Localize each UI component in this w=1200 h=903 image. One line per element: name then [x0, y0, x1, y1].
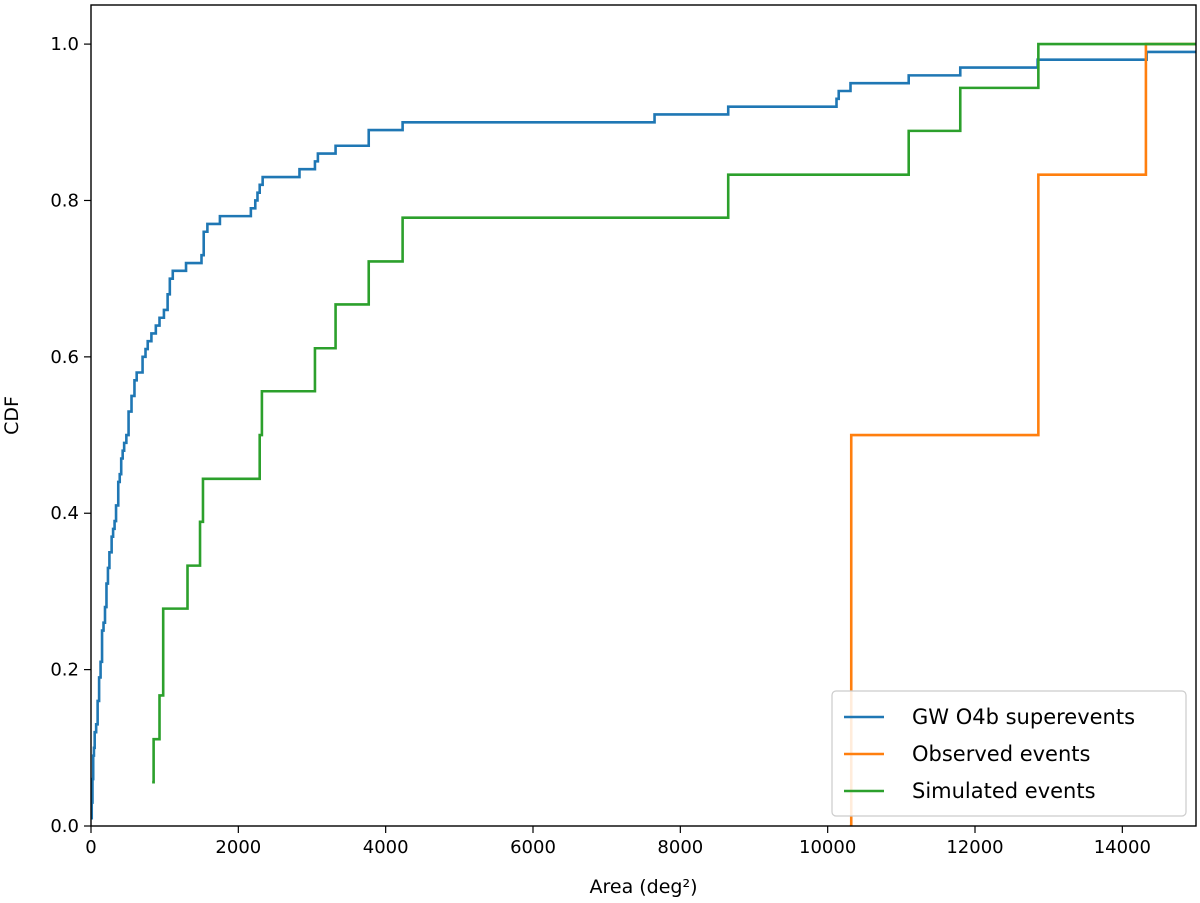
ticks-layer: 0 2000 4000 6000 8000 10000 12000 14000 0.0 0.2 0.… — [50, 34, 1151, 858]
x-tick-label: 8000 — [657, 837, 703, 858]
x-tick-label: 12000 — [946, 837, 1003, 858]
axes-frame — [90, 4, 1197, 827]
series-line-1 — [91, 50, 1196, 820]
x-tick-label: 0 — [85, 837, 96, 858]
legend-label: Observed events — [912, 742, 1090, 766]
y-tick-label: 0.6 — [50, 347, 79, 368]
x-tick-label: 2000 — [215, 837, 261, 858]
series-line-3 — [152, 42, 1196, 784]
x-tick-label: 4000 — [363, 837, 409, 858]
y-tick-label: 0.2 — [50, 660, 79, 681]
legend: GW O4b superevents Observed events Simulat… — [831, 690, 1187, 817]
x-tick-label: 10000 — [799, 837, 856, 858]
x-tick-label: 6000 — [510, 837, 556, 858]
x-axis-label: Area (deg²) — [589, 876, 697, 898]
y-tick-label: 0.4 — [50, 503, 79, 524]
y-tick-label: 1.0 — [50, 34, 79, 55]
y-axis-label: CDF — [1, 396, 23, 435]
y-tick-label: 0.8 — [50, 190, 79, 211]
legend-label: Simulated events — [912, 779, 1096, 803]
x-tick-label: 14000 — [1094, 837, 1151, 858]
y-tick-label: 0.0 — [50, 816, 79, 837]
legend-box — [831, 690, 1187, 817]
legend-label: GW O4b superevents — [912, 705, 1135, 729]
